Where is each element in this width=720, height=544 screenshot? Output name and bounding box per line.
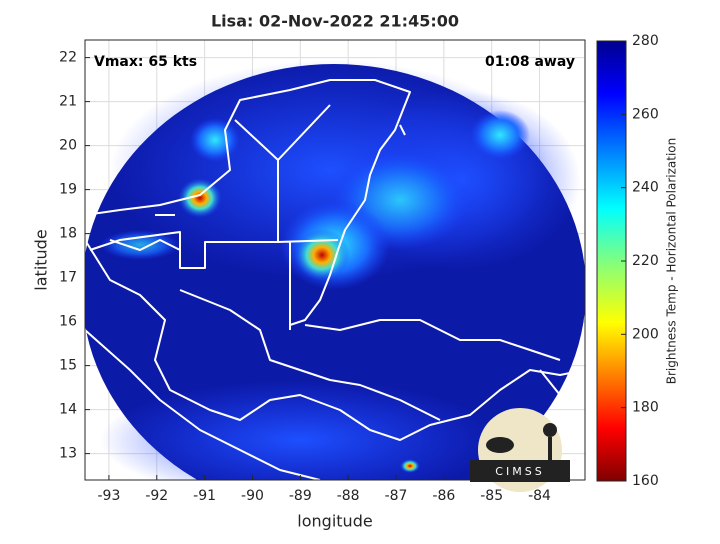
x-tick-label: -92 [145, 488, 168, 504]
logo: CIMSS [470, 408, 570, 492]
colorbar-tick-label: 160 [632, 473, 659, 489]
x-tick-label: -89 [289, 488, 312, 504]
satellite-image [85, 40, 585, 480]
x-tick-label: -93 [97, 488, 120, 504]
y-tick-label: 15 [59, 358, 77, 374]
x-tick-label: -90 [241, 488, 264, 504]
title: Lisa: 02-Nov-2022 21:45:00 [211, 12, 459, 31]
vmax-label: Vmax: 65 kts [94, 54, 197, 70]
y-tick-label: 13 [59, 446, 77, 462]
y-tick-label: 17 [59, 270, 77, 286]
colorbar-label: Brightness Temp - Horizontal Polarizatio… [665, 138, 679, 385]
x-tick-label: -87 [385, 488, 408, 504]
logo-text: CIMSS [495, 465, 544, 478]
x-tick-label: -88 [337, 488, 360, 504]
x-axis-label: longitude [297, 512, 372, 531]
y-tick-label: 21 [59, 94, 77, 110]
colorbar-tick-label: 200 [632, 326, 659, 342]
y-tick-label: 22 [59, 50, 77, 66]
colorbar-tick-label: 180 [632, 400, 659, 416]
x-tick-label: -91 [193, 488, 216, 504]
y-tick-label: 18 [59, 226, 77, 242]
colorbar-tick-label: 220 [632, 253, 659, 269]
colorbar-tick-label: 280 [632, 33, 659, 49]
x-tick-label: -84 [528, 488, 551, 504]
y-tick-label: 16 [59, 314, 77, 330]
colorbar-tick-label: 260 [632, 106, 659, 122]
y-tick-label: 14 [59, 402, 77, 418]
y-tick-label: 20 [59, 138, 77, 154]
away-label: 01:08 away [485, 54, 575, 70]
y-tick-label: 19 [59, 182, 77, 198]
x-tick-label: -85 [480, 488, 503, 504]
colorbar-tick-label: 240 [632, 180, 659, 196]
x-tick-label: -86 [432, 488, 455, 504]
plot-frame [84, 39, 586, 481]
y-axis-label: latitude [32, 229, 51, 290]
